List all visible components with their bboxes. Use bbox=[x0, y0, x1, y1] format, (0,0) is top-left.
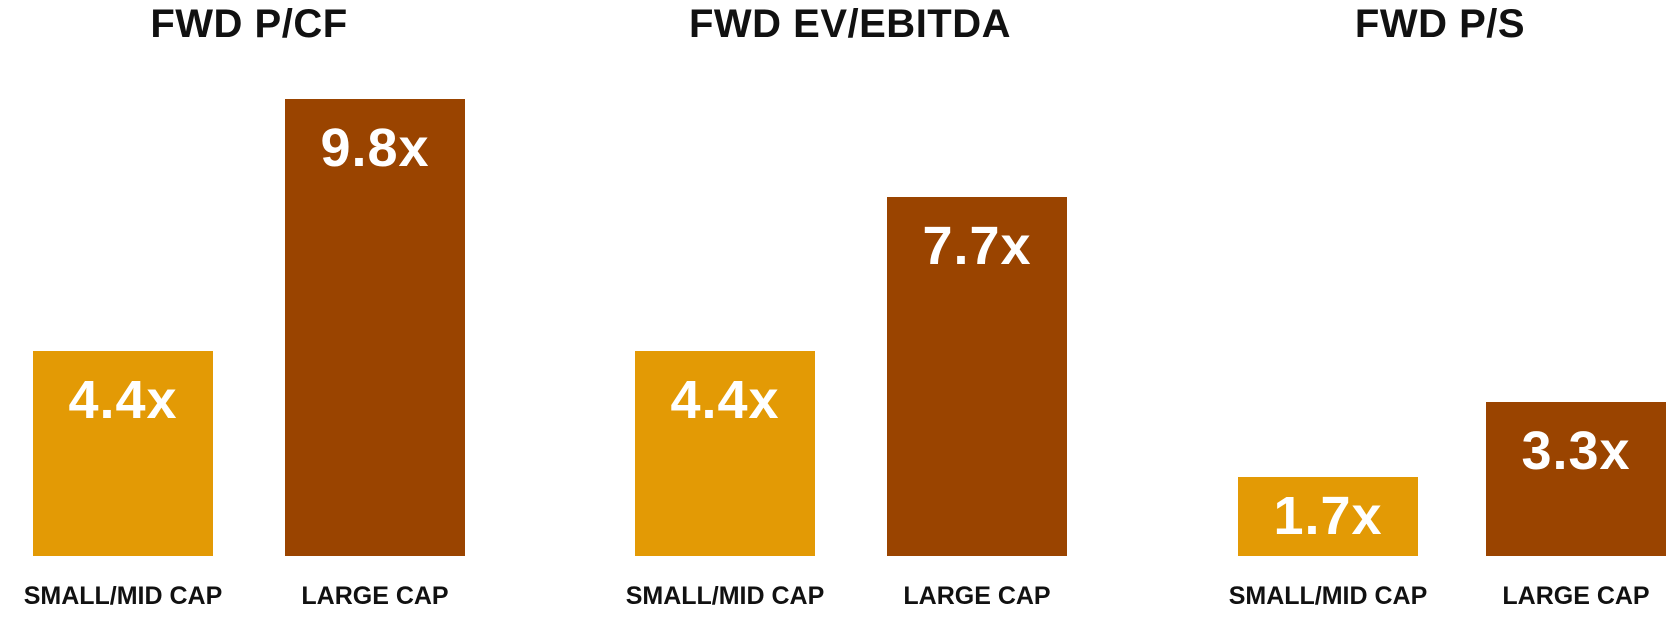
data-label: 1.7x bbox=[1273, 486, 1383, 547]
chart-title: FWD EV/EBITDA bbox=[688, 2, 1012, 46]
bar-large-cap: 7.7x bbox=[887, 197, 1067, 556]
data-label: 7.7x bbox=[922, 216, 1032, 277]
category-label: LARGE CAP bbox=[301, 582, 449, 610]
data-label: 4.4x bbox=[670, 369, 780, 430]
data-label: 3.3x bbox=[1521, 421, 1631, 482]
category-label: SMALL/MID CAP bbox=[625, 582, 825, 610]
bar-large-cap: 3.3x bbox=[1486, 402, 1666, 556]
category-label: SMALL/MID CAP bbox=[23, 582, 223, 610]
data-label: 9.8x bbox=[320, 118, 430, 179]
bar-small-mid-cap: 1.7x bbox=[1238, 476, 1418, 556]
data-label: 4.4x bbox=[68, 369, 178, 430]
bar-small-mid-cap: 4.4x bbox=[33, 350, 213, 556]
category-label: LARGE CAP bbox=[903, 582, 1051, 610]
category-label: LARGE CAP bbox=[1502, 582, 1650, 610]
chart-title: FWD P/CF bbox=[150, 2, 348, 46]
chart-title: FWD P/S bbox=[1354, 2, 1526, 46]
category-label: SMALL/MID CAP bbox=[1228, 582, 1428, 610]
bar-small-mid-cap: 4.4x bbox=[635, 350, 815, 556]
bar-large-cap: 9.8x bbox=[285, 99, 465, 556]
